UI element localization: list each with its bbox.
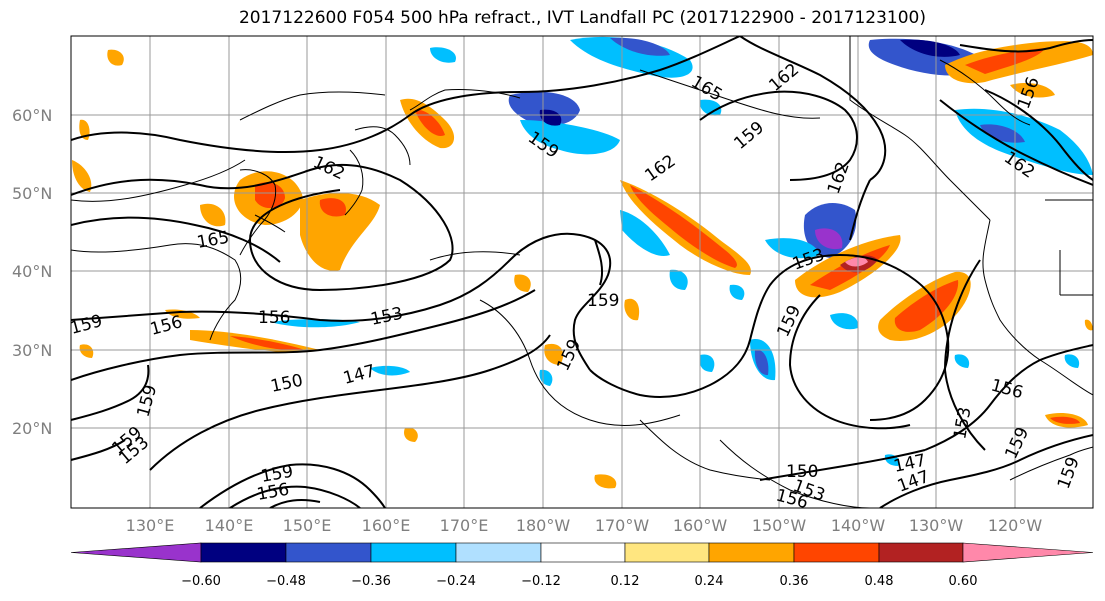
longitude-labels: 130°E 140°E 150°E 160°E 170°E 180°W 170°… <box>126 516 1043 535</box>
contour-label: 159 <box>587 291 619 311</box>
colorbar-segment <box>540 542 626 563</box>
negative-anomaly-patch <box>830 313 859 330</box>
positive-anomaly-patch <box>200 203 226 227</box>
longitude-label: 180°W <box>516 516 571 535</box>
longitude-label: 150°W <box>752 516 807 535</box>
colorbar-tick-label: 0.48 <box>865 574 894 589</box>
colorbar-tick-label: 0.12 <box>611 574 640 589</box>
negative-anomaly-patch <box>754 349 769 376</box>
colorbar-tick-label: 0.24 <box>695 574 724 589</box>
colorbar-segment <box>708 542 795 563</box>
positive-anomaly-patch <box>72 160 92 192</box>
positive-anomaly-patch <box>230 336 305 351</box>
map-border <box>70 35 1094 509</box>
contour-label: 156 <box>258 308 290 328</box>
positive-anomaly-patch <box>415 109 445 136</box>
latitude-label: 30°N <box>12 341 52 360</box>
negative-anomaly-patch <box>520 120 620 155</box>
negative-anomaly-patch <box>610 37 670 56</box>
negative-anomaly-patch <box>669 269 688 290</box>
negative-anomaly-patch <box>699 99 722 116</box>
colorbar-tick-label: 0.60 <box>949 574 978 589</box>
negative-anomaly-patch <box>954 354 970 368</box>
positive-anomaly-patch <box>594 474 617 489</box>
gridlines <box>71 36 1093 508</box>
latitude-label: 20°N <box>12 419 52 438</box>
negative-anomaly-patch <box>620 210 670 256</box>
positive-anomaly-patch <box>1010 83 1055 98</box>
longitude-label: 170°W <box>595 516 650 535</box>
longitude-label: 140°E <box>205 516 254 535</box>
colorbar-segment <box>962 542 1094 563</box>
positive-anomaly-patch <box>630 185 737 268</box>
colorbar-segment <box>878 542 964 563</box>
negative-anomaly-patch <box>729 284 745 300</box>
longitude-label: 140°W <box>831 516 886 535</box>
colorbar-tick-label: −0.48 <box>266 574 306 589</box>
colorbar-segment <box>70 542 202 563</box>
positive-anomaly-patch <box>544 343 564 365</box>
colorbar-segment <box>285 542 372 563</box>
contours <box>71 36 1093 508</box>
longitude-label: 130°W <box>909 516 964 535</box>
negative-anomaly-patch <box>900 39 960 57</box>
positive-anomaly-patch <box>300 193 380 271</box>
positive-anomaly-patch <box>79 344 94 358</box>
colorbar-tick-label: 0.36 <box>780 574 809 589</box>
positive-anomaly-patch <box>404 427 418 442</box>
colorbar-tick-label: −0.12 <box>521 574 561 589</box>
latitude-label: 40°N <box>12 262 52 281</box>
colorbar-tick-label: −0.24 <box>436 574 476 589</box>
latitude-label: 50°N <box>12 184 52 203</box>
positive-anomaly-patch <box>319 198 346 217</box>
longitude-label: 160°W <box>673 516 728 535</box>
contour-label: 156 <box>774 486 811 514</box>
negative-anomaly-patch <box>1064 354 1080 368</box>
map-title: 2017122600 F054 500 hPa refract., IVT La… <box>238 8 926 28</box>
positive-anomaly-patch <box>894 280 959 332</box>
map-background <box>71 36 1093 508</box>
positive-anomaly-patch <box>965 48 1045 74</box>
colorbar-tick-label: −0.36 <box>351 574 391 589</box>
negative-anomaly-patch <box>539 109 562 126</box>
longitude-label: 170°E <box>440 516 489 535</box>
colorbar <box>70 542 1094 563</box>
negative-anomaly-patch <box>699 354 715 372</box>
positive-anomaly-patch <box>624 298 640 321</box>
negative-anomaly-patch <box>570 36 693 78</box>
positive-anomaly-patch <box>255 182 285 209</box>
negative-anomaly-patch <box>430 47 456 63</box>
longitude-label: 150°E <box>283 516 332 535</box>
positive-anomaly-patch <box>1050 416 1080 424</box>
colorbar-segment <box>624 542 710 563</box>
positive-anomaly-patch <box>514 274 531 292</box>
longitude-label: 130°E <box>126 516 175 535</box>
positive-anomaly-patch <box>1084 319 1093 331</box>
colorbar-segment <box>370 542 457 563</box>
longitude-label: 160°E <box>362 516 411 535</box>
colorbar-ticks: −0.60 −0.48 −0.36 −0.24 −0.12 0.12 0.24 … <box>181 574 977 589</box>
positive-anomaly-patch <box>845 257 868 267</box>
contour-label: 150 <box>786 462 818 482</box>
colorbar-tick-label: −0.60 <box>181 574 221 589</box>
negative-anomaly-patch <box>370 365 410 376</box>
anomaly-patches <box>72 36 1093 489</box>
positive-anomaly-patch <box>107 49 124 66</box>
latitude-labels: 60°N 50°N 40°N 30°N 20°N <box>12 106 52 438</box>
negative-anomaly-patch <box>508 91 580 126</box>
negative-anomaly-patch <box>980 124 1025 143</box>
colorbar-segment <box>200 542 287 563</box>
colorbar-segment <box>793 542 880 563</box>
colorbar-segment <box>455 542 542 563</box>
coastlines <box>71 36 1093 396</box>
latitude-label: 60°N <box>12 106 52 125</box>
thin-contours <box>429 251 1093 508</box>
longitude-label: 120°W <box>988 516 1043 535</box>
negative-anomaly-patch <box>815 228 843 250</box>
